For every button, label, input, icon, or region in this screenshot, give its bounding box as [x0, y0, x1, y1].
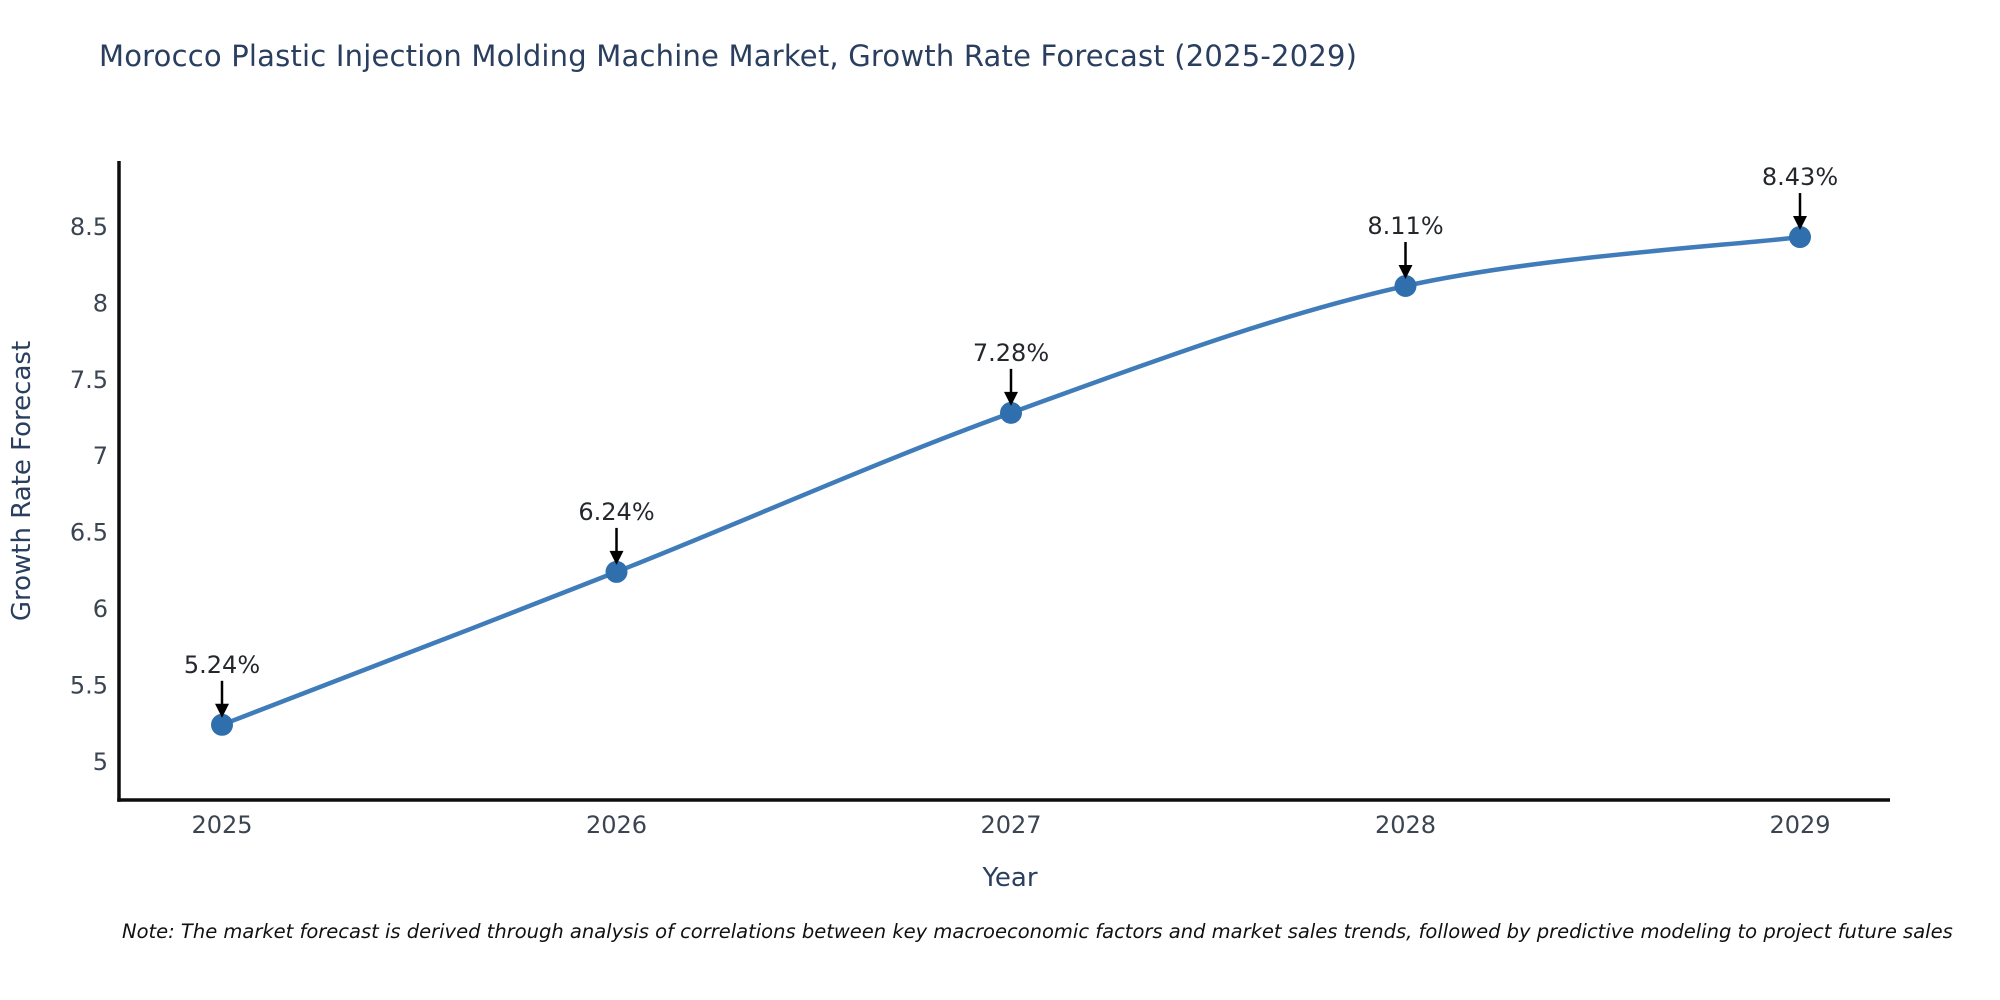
annotation-arrow-head [215, 703, 229, 718]
x-tick-label: 2025 [191, 811, 252, 839]
data-point-marker [211, 713, 233, 736]
data-point-marker [605, 560, 628, 583]
footnote: Note: The market forecast is derived thr… [122, 920, 1953, 943]
chart-title: Morocco Plastic Injection Molding Machin… [99, 39, 1358, 73]
y-tick-label: 7 [93, 442, 108, 470]
y-tick-label: 6.5 [70, 519, 108, 547]
x-tick-label: 2026 [586, 811, 647, 839]
point-value-label: 7.28% [973, 339, 1049, 367]
annotation-arrow-head [1004, 391, 1018, 406]
point-value-label: 8.11% [1367, 212, 1443, 240]
y-axis-title: Growth Rate Forecast [7, 341, 37, 621]
y-tick-label: 6 [93, 595, 108, 623]
point-value-label: 6.24% [578, 498, 654, 526]
point-value-label: 5.24% [184, 651, 260, 679]
point-value-label: 8.43% [1762, 163, 1838, 191]
x-tick-label: 2028 [1375, 811, 1436, 839]
data-line [219, 234, 1803, 728]
y-tick-label: 5.5 [70, 672, 108, 700]
annotation-arrow-head [1398, 264, 1413, 279]
y-tick-label: 5 [93, 748, 108, 776]
data-point-marker [1394, 274, 1417, 297]
x-axis-title: Year [981, 863, 1037, 893]
annotation-arrow-head [1793, 216, 1807, 231]
annotation-arrow-head [609, 550, 624, 565]
data-point-marker [1789, 226, 1811, 249]
y-tick-label: 8 [93, 289, 108, 317]
y-tick-label: 7.5 [70, 366, 108, 394]
data-point-marker [1000, 401, 1022, 424]
x-tick-label: 2027 [980, 811, 1041, 839]
y-tick-label: 8.5 [70, 213, 108, 241]
x-tick-label: 2029 [1769, 811, 1830, 839]
